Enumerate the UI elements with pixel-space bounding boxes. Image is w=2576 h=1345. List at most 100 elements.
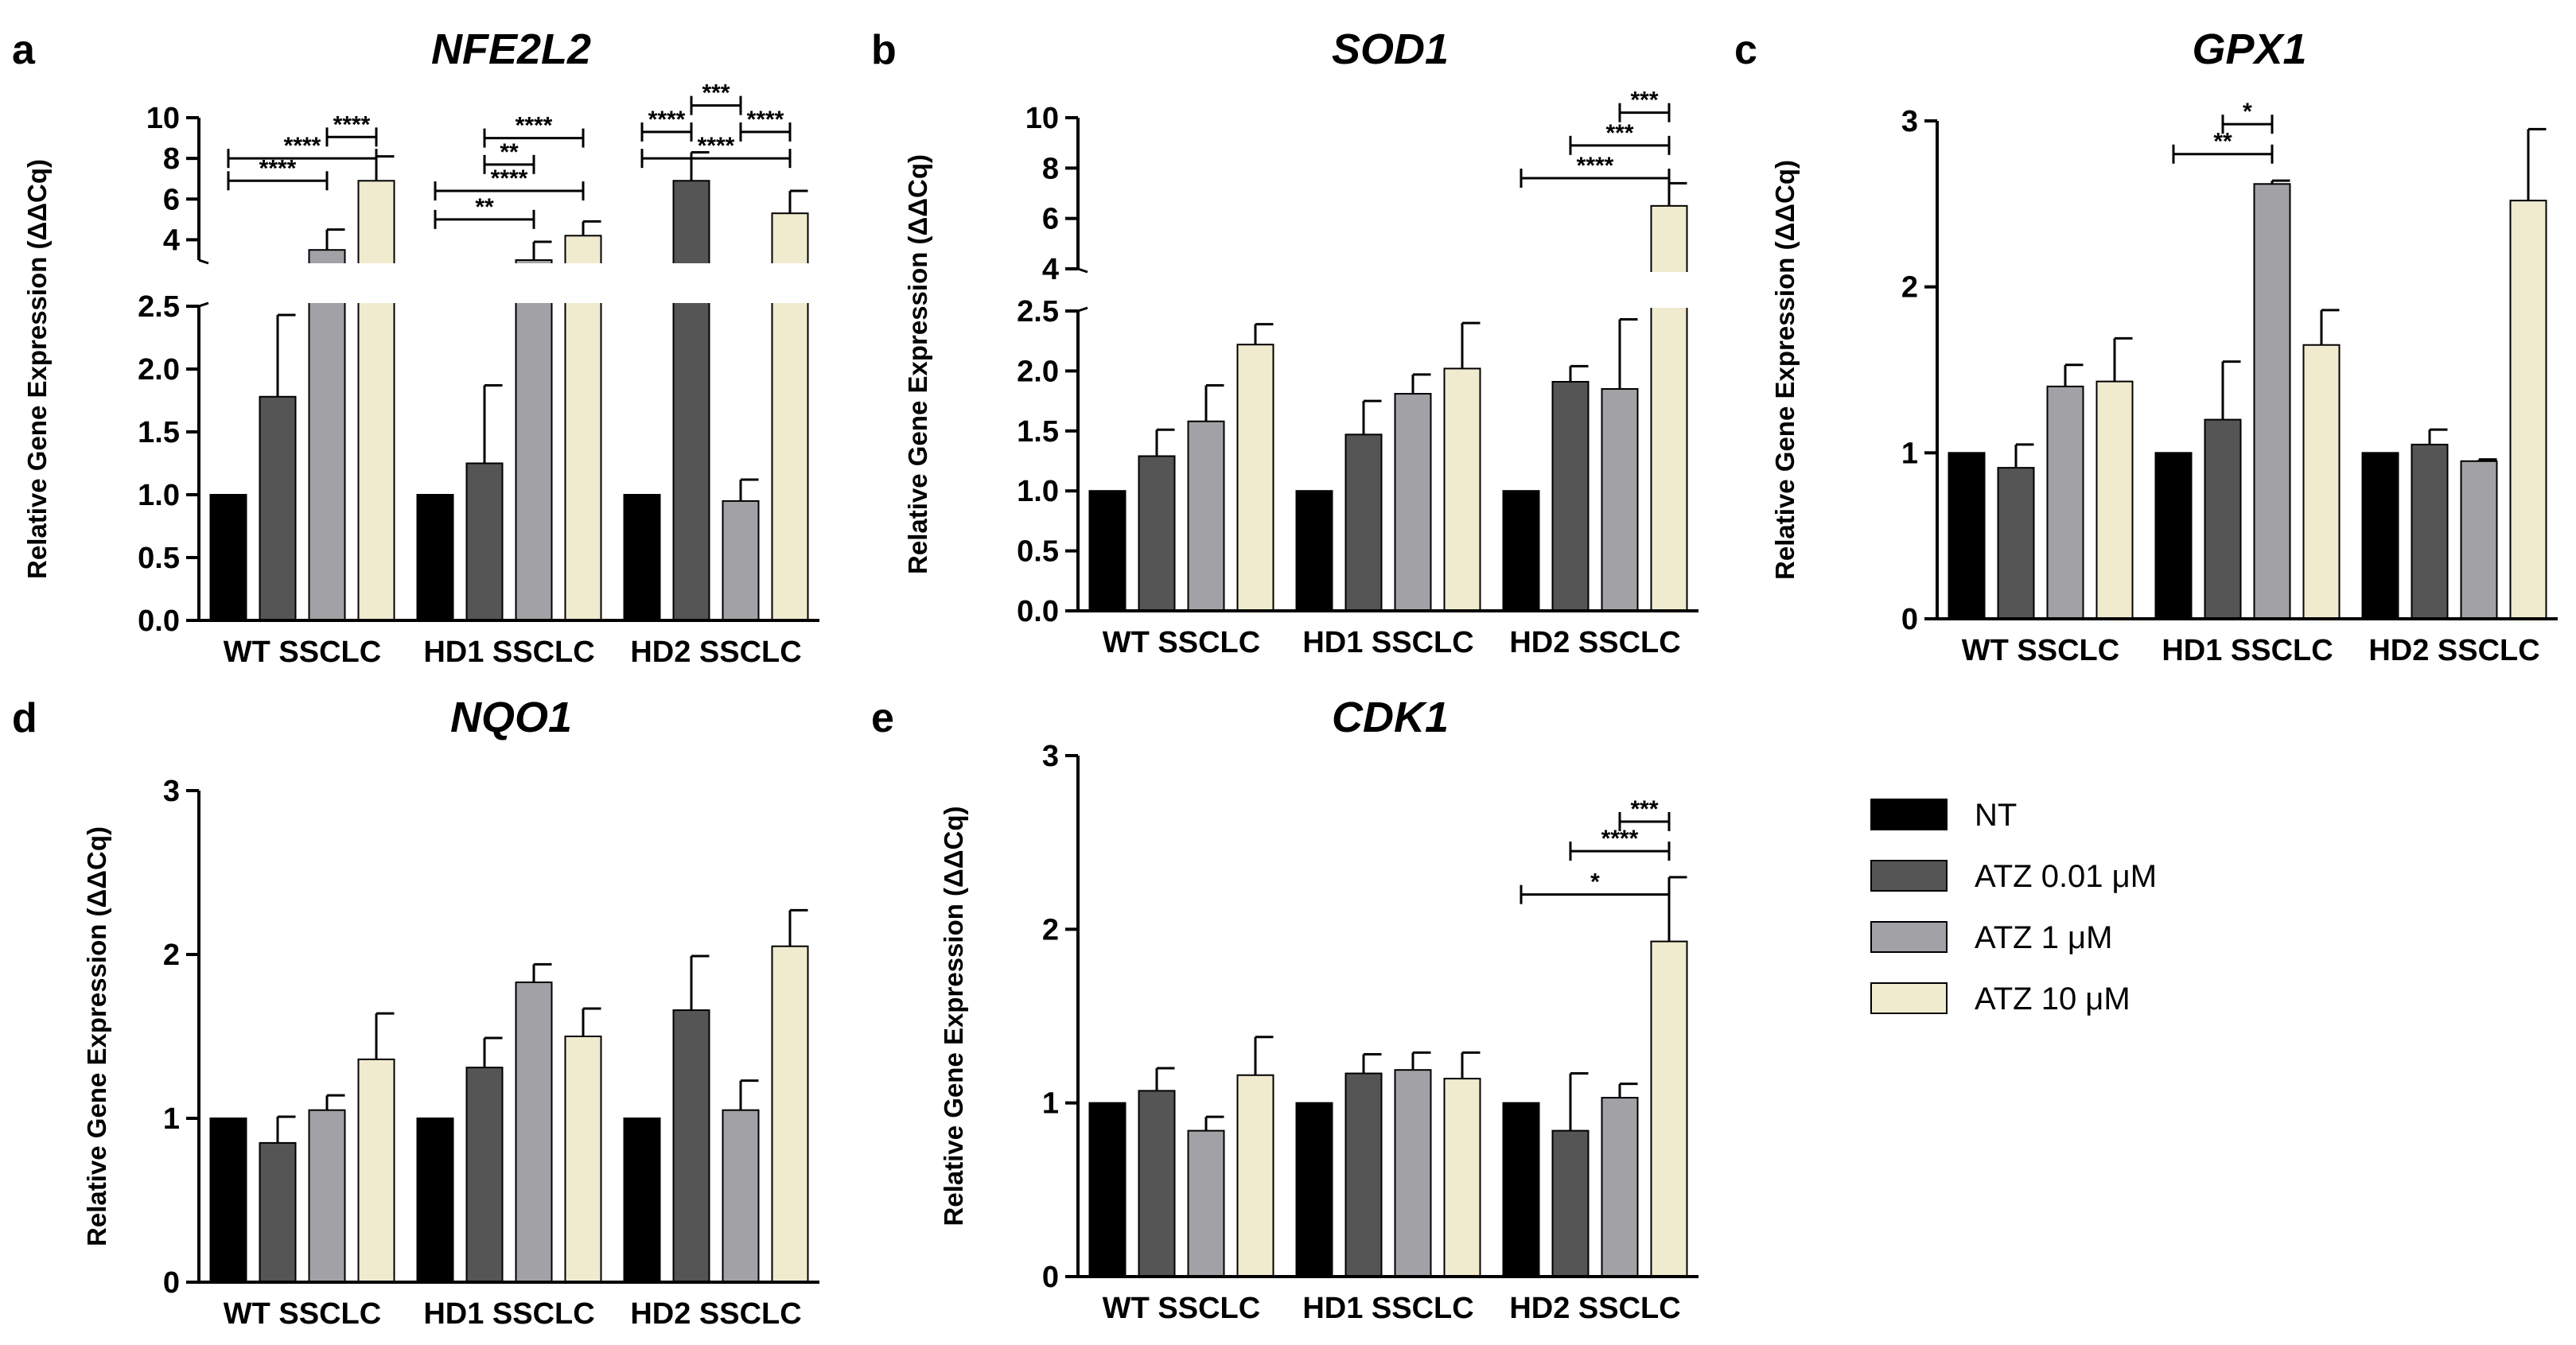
y-tick-label: 2.5 <box>138 290 180 324</box>
break-mark <box>1077 306 1088 313</box>
x-tick-label: HD1 SSCLC <box>1302 626 1473 659</box>
bar <box>2509 200 2547 620</box>
bar <box>1088 490 1127 612</box>
bar <box>1344 1072 1383 1278</box>
bar <box>1088 1102 1127 1277</box>
x-tick-label: WT SSCLC <box>1962 634 2119 667</box>
x-tick-label: WT SSCLC <box>224 1297 381 1331</box>
significance: ******** <box>1520 796 1671 904</box>
significance: ********** <box>1520 87 1671 188</box>
panel-letter: c <box>1734 27 1757 73</box>
bar <box>1443 1078 1481 1277</box>
bar <box>259 395 297 621</box>
panel-letter: b <box>871 27 897 73</box>
y-tick-label: 0 <box>1042 1261 1059 1294</box>
bar <box>1138 455 1176 612</box>
bars <box>1088 181 1688 612</box>
bar <box>1138 1090 1176 1277</box>
y-tick-label: 1.0 <box>1017 475 1059 508</box>
y-axis-label: Relative Gene Expression (ΔΔCq) <box>1770 160 1800 580</box>
x-tick-label: WT SSCLC <box>1103 1292 1260 1325</box>
bar <box>564 1036 602 1283</box>
sig-label: *** <box>1630 87 1658 114</box>
bar <box>2046 385 2084 620</box>
bar <box>465 462 504 621</box>
legend-swatch <box>1870 921 1948 953</box>
x-tick-label: HD1 SSCLC <box>423 636 594 669</box>
bar <box>1295 1102 1333 1277</box>
y-tick-label: 4 <box>163 224 180 257</box>
sig-label: * <box>1590 869 1600 896</box>
bar <box>1502 490 1540 612</box>
axis-break <box>1073 272 1702 308</box>
y-tick-label: 2.5 <box>1017 295 1059 328</box>
y-tick-label: 6 <box>163 183 180 216</box>
bars <box>209 150 809 622</box>
sig-label: * <box>2243 99 2252 125</box>
panel-a: a NFE2L2 Relative Gene Expression (ΔΔCq) 0.… <box>12 25 823 669</box>
chart-title: NFE2L2 <box>431 25 591 73</box>
panel-letter: e <box>871 695 894 741</box>
axes: 0 1 2 3 <box>163 775 819 1300</box>
legend-label: ATZ 1 μM <box>1975 920 2112 955</box>
sig-label: ** <box>475 194 494 220</box>
y-tick-label: 0.5 <box>138 542 180 575</box>
bar <box>308 249 346 621</box>
sig-label: **** <box>284 133 321 159</box>
y-tick-label: 2 <box>163 939 180 972</box>
sig-label: **** <box>648 107 686 133</box>
bar <box>465 1067 504 1283</box>
bar <box>416 494 454 621</box>
bar <box>2302 344 2341 620</box>
bar <box>771 945 809 1283</box>
y-tick-label: 6 <box>1042 203 1059 236</box>
bar <box>1236 344 1274 612</box>
bar <box>2361 452 2399 620</box>
bar <box>515 259 553 621</box>
y-tick-label: 8 <box>1042 152 1059 185</box>
sig-label: **** <box>333 111 371 138</box>
bar <box>1187 1129 1225 1277</box>
chart-title: NQO1 <box>450 694 572 741</box>
bar <box>1551 1129 1590 1277</box>
sig-label: **** <box>1577 153 1614 179</box>
y-axis-label: Relative Gene Expression (ΔΔCq) <box>939 807 968 1226</box>
y-tick-label: 3 <box>1042 740 1059 773</box>
x-tick-label: WT SSCLC <box>224 636 381 669</box>
sig-label: **** <box>259 155 297 181</box>
bar <box>2154 452 2193 620</box>
break-mark <box>198 301 209 308</box>
y-tick-label: 0.0 <box>138 604 180 638</box>
panel-letter: a <box>12 27 36 73</box>
y-tick-label: 4 <box>1042 253 1059 286</box>
bar <box>1443 367 1481 612</box>
legend-label: ATZ 0.01 μM <box>1975 859 2157 894</box>
sig-label: **** <box>491 165 528 192</box>
chart-title: GPX1 <box>2192 25 2306 73</box>
legend-swatch <box>1870 982 1948 1014</box>
bar <box>1948 452 1986 620</box>
y-axis-label: Relative Gene Expression (ΔΔCq) <box>903 154 932 574</box>
legend-label: NT <box>1975 798 2017 833</box>
y-axis-label: Relative Gene Expression (ΔΔCq) <box>82 826 111 1246</box>
y-tick-label: 2.0 <box>138 353 180 387</box>
legend: NT ATZ 0.01 μM ATZ 1 μM ATZ 10 μM <box>1870 798 2157 1017</box>
significance: ******************************* ******** <box>227 80 792 229</box>
bar <box>2253 183 2291 620</box>
x-tick-label: HD1 SSCLC <box>2162 634 2333 667</box>
bars <box>209 908 809 1284</box>
y-axis-label: Relative Gene Expression (ΔΔCq) <box>22 159 52 579</box>
axes: 0.0 0.5 1.0 1.5 2.0 2.5 4 6 8 10 <box>1017 102 1699 628</box>
sig-label: *** <box>702 80 730 107</box>
panels: a NFE2L2 Relative Gene Expression (ΔΔCq) 0.… <box>12 25 2558 1331</box>
bar <box>2204 418 2242 620</box>
panel-d: d NQO1 Relative Gene Expression (ΔΔCq) 0 1 2 3… <box>12 694 819 1331</box>
bar <box>2460 460 2498 620</box>
x-tick-label: HD2 SSCLC <box>1509 626 1680 659</box>
sig-label: **** <box>1601 826 1639 852</box>
y-tick-label: 0.0 <box>1017 595 1059 628</box>
bar <box>209 1118 247 1283</box>
bars <box>1948 127 2547 620</box>
y-tick-label: 1 <box>163 1102 180 1136</box>
